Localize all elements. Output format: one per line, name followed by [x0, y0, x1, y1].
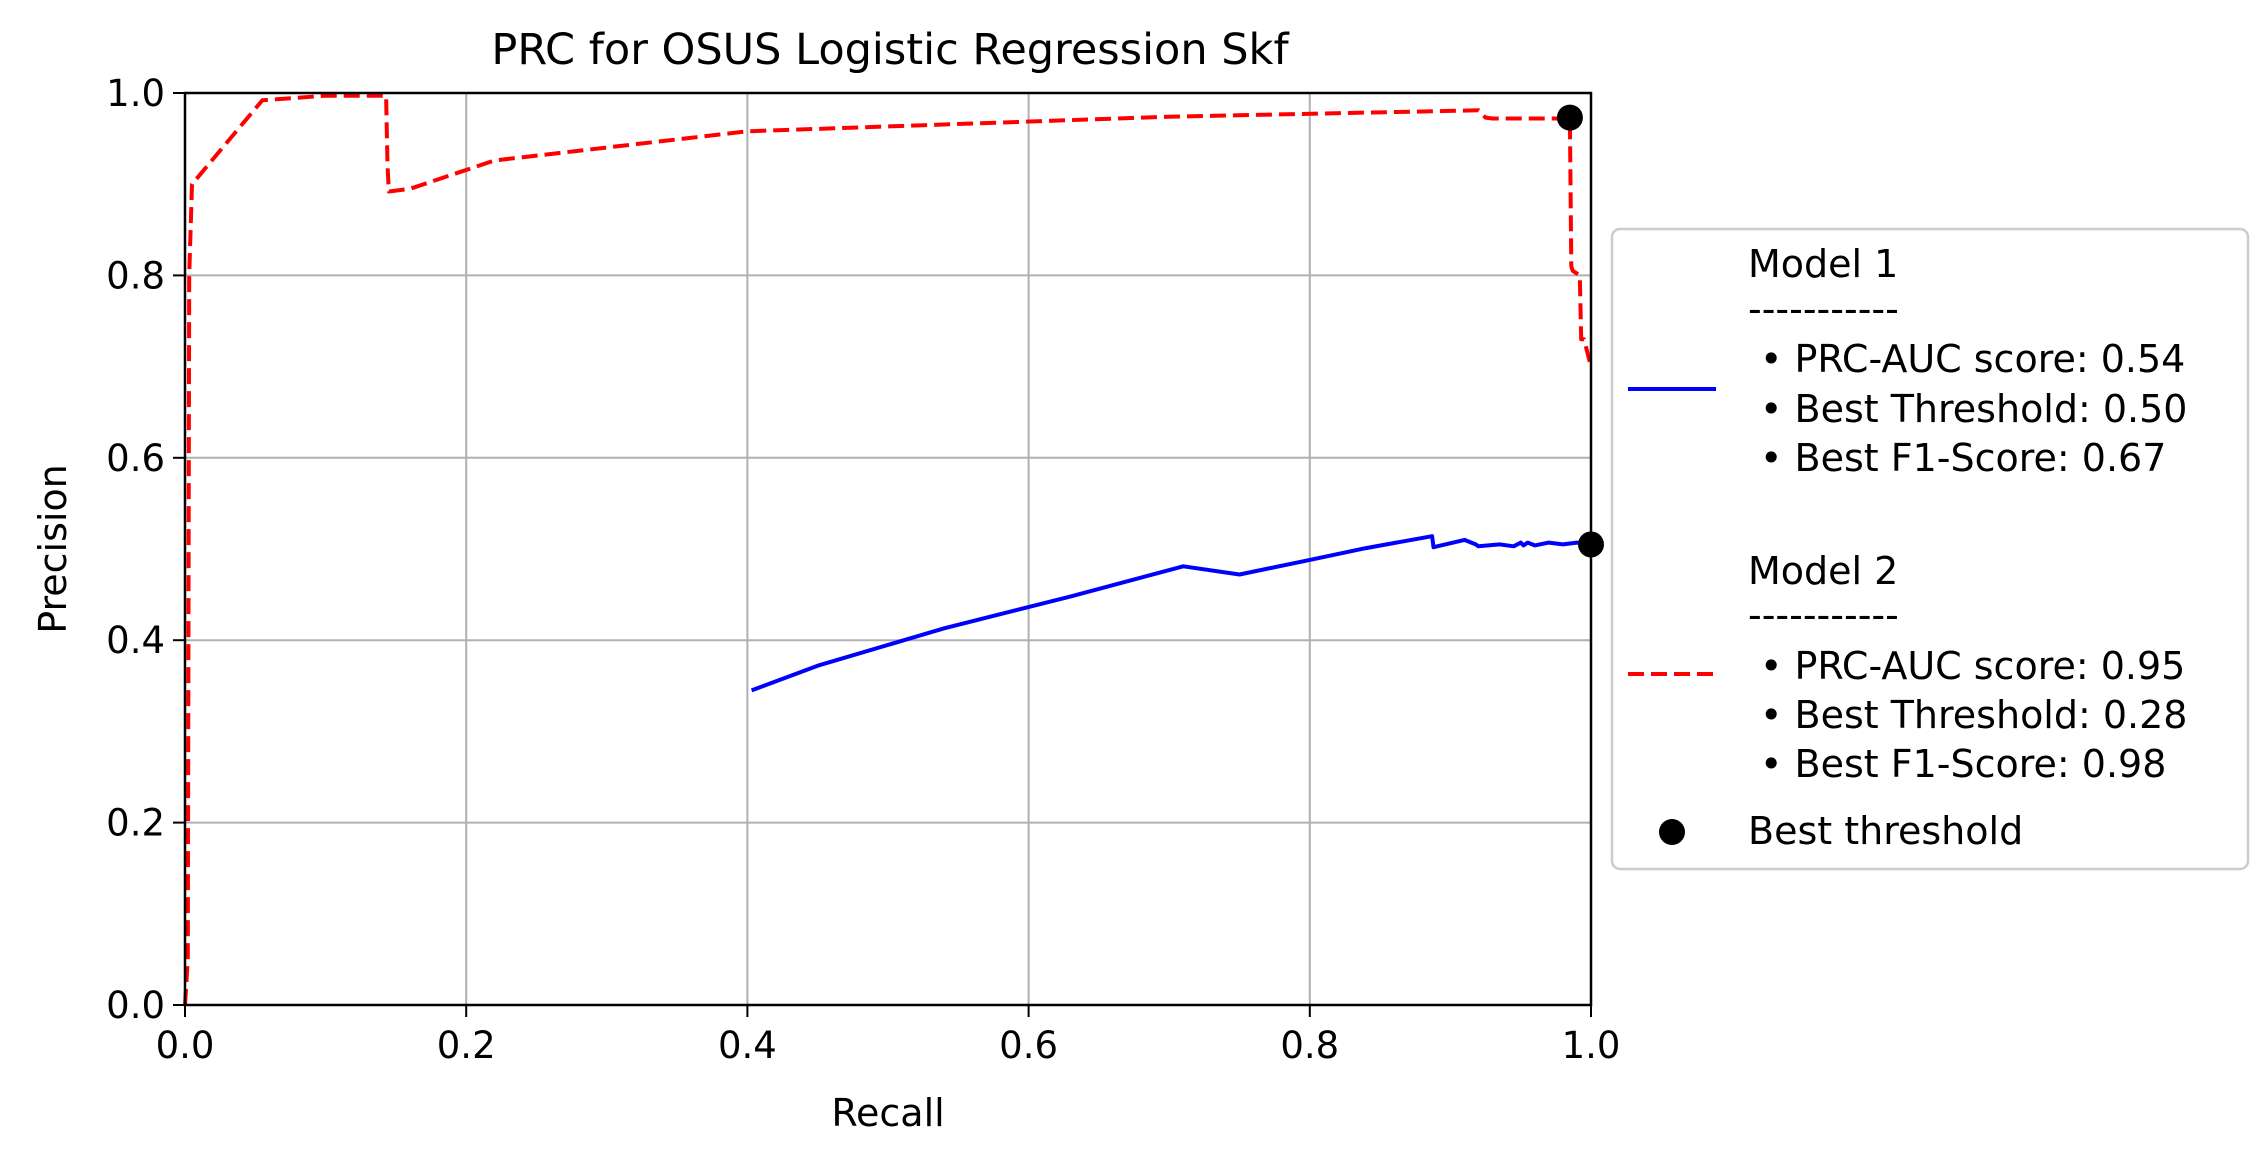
series-line-model-2 [183, 93, 1593, 1006]
x-tick-label: 1.0 [1562, 1024, 1621, 1067]
legend-model-1-best-f1: • Best F1-Score: 0.67 [1760, 436, 2166, 480]
legend: Model 1 ----------- • PRC-AUC score: 0.5… [1610, 227, 2250, 871]
legend-box [1610, 227, 2250, 871]
series-layer [183, 93, 1593, 1006]
y-tick-label: 0.4 [106, 619, 165, 662]
best-threshold-point [1556, 104, 1583, 131]
grid-layer [184, 92, 1592, 1006]
x-axis-label: Recall [831, 1091, 944, 1135]
ticks-layer: 0.0 0.2 0.4 0.6 0.8 1.0 0.0 0.2 0.4 0.6 0.8 1.0 [106, 72, 1620, 1067]
x-tick-label: 0.0 [156, 1024, 215, 1067]
y-tick-label: 0.0 [106, 984, 165, 1027]
legend-model-2-separator: ----------- [1748, 593, 1899, 637]
chart-title: PRC for OSUS Logistic Regression Skf [491, 25, 1289, 75]
x-tick-label: 0.4 [718, 1024, 777, 1067]
legend-model-2-title: Model 2 [1748, 549, 1898, 593]
y-tick-label: 0.6 [106, 437, 165, 480]
x-tick-label: 0.8 [1280, 1024, 1339, 1067]
y-tick-label: 0.2 [106, 802, 165, 845]
legend-model-1-title: Model 1 [1748, 242, 1898, 286]
legend-model-2-best-threshold: • Best Threshold: 0.28 [1760, 693, 2187, 737]
series-line-model-1 [750, 534, 1592, 693]
y-axis-label: Precision [31, 464, 75, 634]
legend-model-2-prc-auc: • PRC-AUC score: 0.95 [1760, 644, 2185, 688]
legend-best-threshold-marker [1659, 819, 1685, 845]
legend-model-2-best-f1: • Best F1-Score: 0.98 [1760, 742, 2166, 786]
y-tick-label: 0.8 [106, 254, 165, 297]
legend-best-threshold-label: Best threshold [1748, 809, 2023, 853]
x-tick-label: 0.2 [437, 1024, 496, 1067]
x-tick-label: 0.6 [999, 1024, 1058, 1067]
y-tick-label: 1.0 [106, 72, 165, 115]
legend-model-1-prc-auc: • PRC-AUC score: 0.54 [1760, 337, 2185, 381]
legend-model-1-best-threshold: • Best Threshold: 0.50 [1760, 387, 2187, 431]
legend-model-1-separator: ----------- [1748, 287, 1899, 331]
plot-frame [183, 91, 1593, 1007]
